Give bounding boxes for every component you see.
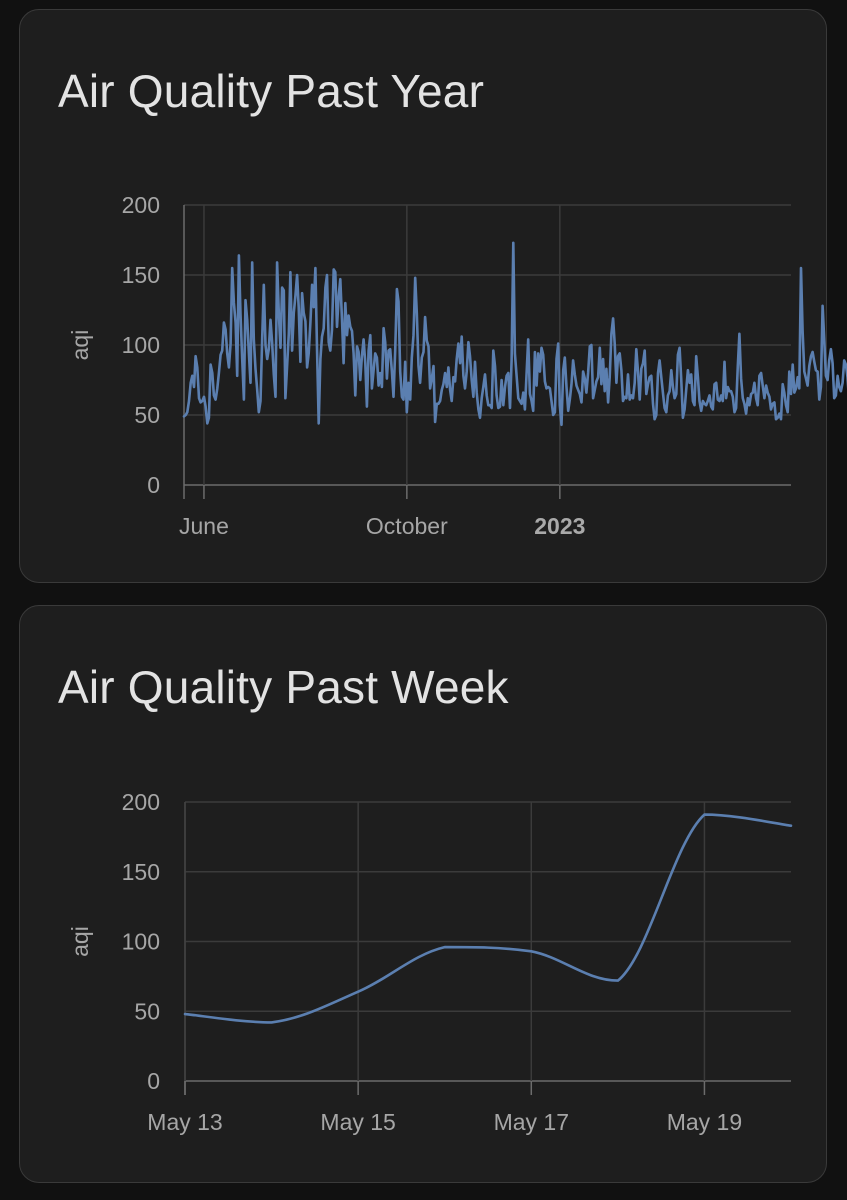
card-title-week: Air Quality Past Week (58, 661, 509, 713)
x-tick-label: May 19 (667, 1109, 742, 1135)
x-tick-label: June (179, 513, 229, 539)
y-tick-label: 0 (147, 1068, 160, 1094)
year-chart: 0 50 100 150 200 June October 2023 aqi (67, 192, 847, 539)
y-tick-label: 150 (122, 859, 160, 885)
y-tick-label: 100 (122, 929, 160, 955)
y-axis-title: aqi (67, 330, 93, 361)
y-tick-label: 200 (122, 192, 160, 218)
aqi-series-line (182, 241, 847, 427)
card-title-year: Air Quality Past Year (58, 65, 485, 117)
y-tick-label: 50 (134, 998, 160, 1024)
year-chart-card: Air Quality Past Year 0 50 100 150 200 June Oc… (19, 9, 847, 583)
week-chart-card: Air Quality Past Week 0 50 100 150 200 May 13… (19, 605, 827, 1183)
y-tick-label: 50 (134, 402, 160, 428)
week-chart: 0 50 100 150 200 May 13 May 15 May 17 May 19 aqi (67, 789, 793, 1135)
y-axis-title: aqi (67, 926, 93, 957)
y-tick-label: 0 (147, 472, 160, 498)
x-tick-label: October (366, 513, 448, 539)
x-tick-label: May 17 (494, 1109, 569, 1135)
y-tick-label: 200 (122, 789, 160, 815)
x-tick-label: 2023 (534, 513, 585, 539)
y-tick-label: 100 (122, 332, 160, 358)
x-tick-label: May 13 (147, 1109, 222, 1135)
y-tick-label: 150 (122, 262, 160, 288)
aqi-series-line (183, 813, 793, 1024)
x-tick-label: May 15 (320, 1109, 395, 1135)
